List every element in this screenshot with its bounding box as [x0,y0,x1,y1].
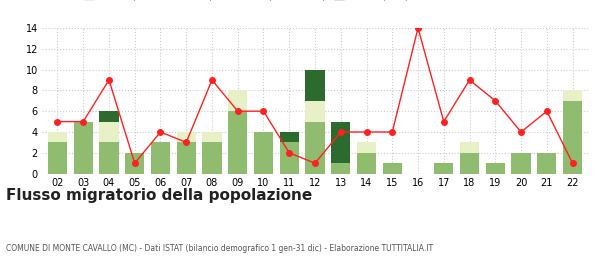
Bar [331,122,350,163]
Bar [305,122,325,174]
Text: COMUNE DI MONTE CAVALLO (MC) - Dati ISTAT (bilancio demografico 1 gen-31 dic) - : COMUNE DI MONTE CAVALLO (MC) - Dati ISTA… [6,244,433,253]
Legend: Iscritti (da altri comuni), Iscritti (dall'estero), Iscritti (altri), Cancellati: Iscritti (da altri comuni), Iscritti (da… [80,0,550,4]
Bar [254,132,273,174]
Bar [357,153,376,174]
Bar [74,122,93,174]
Text: Flusso migratorio della popolazione: Flusso migratorio della popolazione [6,188,312,203]
Bar [563,90,582,101]
Bar [228,111,247,174]
Bar [460,153,479,174]
Bar [280,143,299,174]
Bar [176,143,196,174]
Bar [228,90,247,111]
Bar [357,143,376,153]
Bar [383,163,402,174]
Bar [305,70,325,101]
Bar [202,143,221,174]
Bar [434,163,454,174]
Bar [537,153,556,174]
Bar [202,132,221,143]
Bar [563,101,582,174]
Bar [151,143,170,174]
Bar [305,101,325,122]
Bar [100,111,119,122]
Bar [485,163,505,174]
Bar [460,143,479,153]
Bar [100,122,119,143]
Bar [48,143,67,174]
Bar [125,153,145,174]
Bar [176,132,196,143]
Bar [511,153,530,174]
Bar [48,132,67,143]
Bar [331,163,350,174]
Bar [100,143,119,174]
Bar [280,132,299,143]
